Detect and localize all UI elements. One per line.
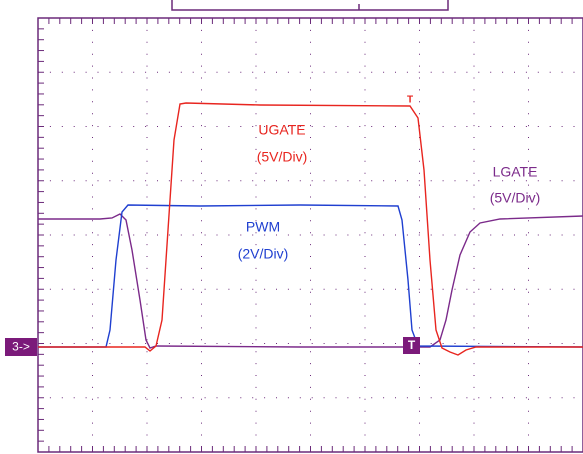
grid [37, 17, 583, 453]
ugate-marker: T [407, 95, 413, 106]
trace-scale: (5V/Div) [490, 190, 541, 206]
pwm-trace [38, 204, 583, 348]
trace-name: PWM [246, 219, 280, 235]
trace-scale: (5V/Div) [257, 149, 308, 165]
trace-name: UGATE [258, 122, 305, 138]
ugate-trace [38, 102, 583, 356]
channel-marker: 3-> [12, 340, 30, 354]
trace-scale: (2V/Div) [238, 246, 289, 262]
trace-name: LGATE [493, 164, 538, 180]
trigger-marker: T [408, 338, 416, 352]
channel-marker-box [5, 338, 37, 356]
trigger-marker-box [403, 337, 420, 354]
top-bracket [171, 0, 449, 11]
